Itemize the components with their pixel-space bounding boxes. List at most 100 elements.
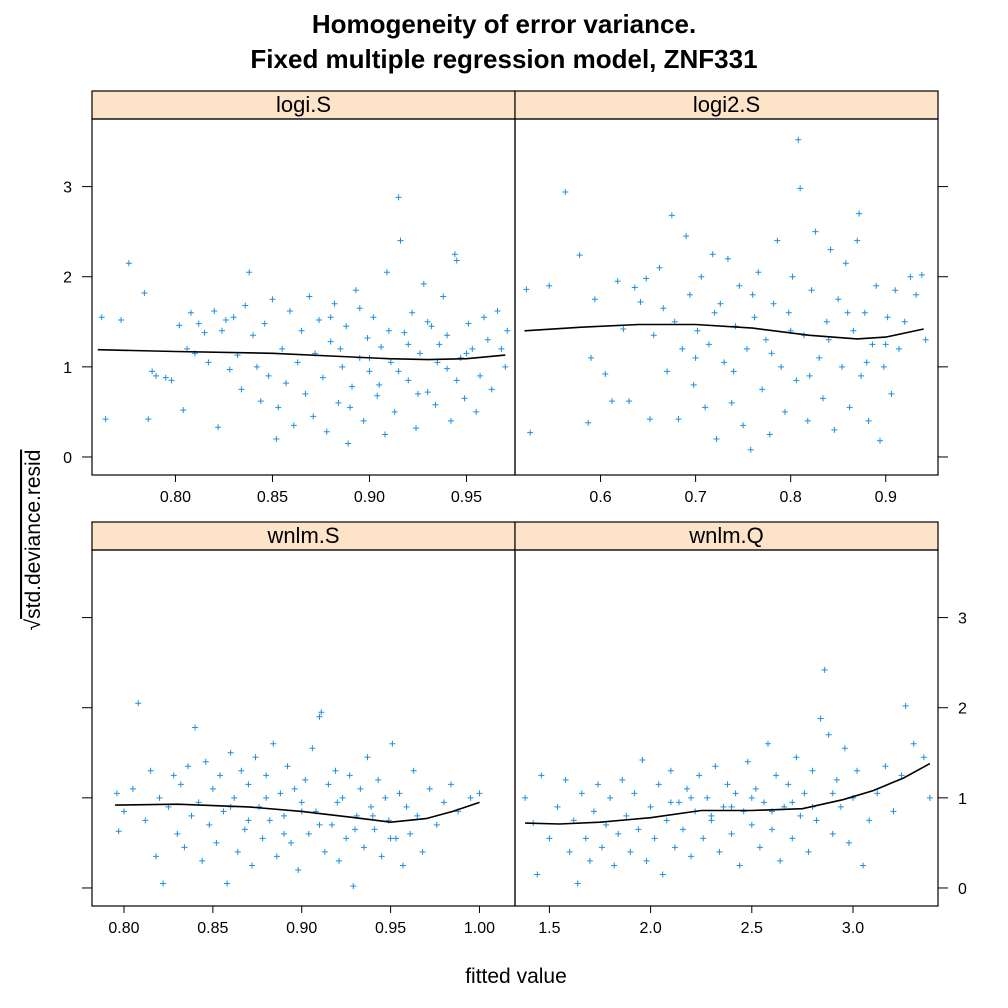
data-point	[321, 848, 328, 855]
data-point	[546, 835, 553, 842]
data-point	[238, 767, 245, 774]
data-point	[679, 826, 686, 833]
data-point	[614, 278, 621, 285]
data-point	[476, 790, 483, 797]
data-point	[302, 390, 309, 397]
x-tick-label: 1.5	[538, 920, 560, 937]
data-point	[391, 408, 398, 415]
data-point	[465, 320, 472, 327]
data-point	[345, 440, 352, 447]
data-point	[432, 401, 439, 408]
data-point	[270, 740, 277, 747]
data-point	[850, 327, 857, 334]
data-point	[192, 724, 199, 731]
data-point	[890, 808, 897, 815]
data-point	[387, 359, 394, 366]
data-point	[806, 372, 813, 379]
data-point	[631, 284, 638, 291]
data-point	[279, 345, 286, 352]
data-point	[409, 309, 416, 316]
data-point	[263, 794, 270, 801]
data-point	[484, 336, 491, 343]
data-point	[347, 404, 354, 411]
data-point	[588, 354, 595, 361]
data-point	[283, 380, 290, 387]
data-point	[635, 826, 642, 833]
data-point	[683, 233, 690, 240]
data-point	[702, 404, 709, 411]
data-point	[700, 835, 707, 842]
data-point	[591, 296, 598, 303]
data-point	[747, 446, 754, 453]
data-point	[684, 785, 691, 792]
data-point	[176, 322, 183, 329]
data-point	[177, 781, 184, 788]
data-point	[336, 857, 343, 864]
data-point	[647, 803, 654, 810]
data-point	[257, 398, 264, 405]
data-point	[721, 359, 728, 366]
data-point	[343, 835, 350, 842]
data-point	[252, 754, 259, 761]
data-point	[168, 377, 175, 384]
data-point	[898, 772, 905, 779]
data-point	[768, 350, 775, 357]
data-point	[414, 390, 421, 397]
data-point	[323, 428, 330, 435]
data-point	[827, 246, 834, 253]
data-point	[797, 185, 804, 192]
data-point	[202, 758, 209, 765]
strip-label: logi.S	[276, 92, 331, 117]
data-point	[334, 799, 341, 806]
data-point	[882, 763, 889, 770]
data-point	[667, 767, 674, 774]
data-point	[809, 767, 816, 774]
data-point	[316, 821, 323, 828]
data-point	[325, 781, 332, 788]
data-point	[291, 785, 298, 792]
data-point	[856, 210, 863, 217]
data-point	[209, 785, 216, 792]
data-point	[451, 251, 458, 258]
data-point	[873, 282, 880, 289]
data-point	[736, 862, 743, 869]
x-tick-label: 0.9	[875, 489, 897, 506]
x-tick-label: 0.80	[108, 920, 139, 937]
data-point	[290, 422, 297, 429]
data-point	[115, 828, 122, 835]
x-tick-label: 3.0	[842, 920, 864, 937]
data-point	[582, 835, 589, 842]
data-point	[416, 350, 423, 357]
data-point	[607, 794, 614, 801]
data-point	[364, 335, 371, 342]
data-point	[808, 287, 815, 294]
data-point	[651, 835, 658, 842]
data-point	[554, 803, 561, 810]
data-point	[646, 416, 653, 423]
data-point	[744, 758, 751, 765]
y-axis-sqrt-symbol: √	[22, 618, 45, 630]
data-point	[696, 772, 703, 779]
data-point	[764, 740, 771, 747]
data-point	[760, 799, 767, 806]
data-point	[639, 756, 646, 763]
x-axis-title: fitted value	[465, 965, 567, 988]
data-point	[611, 862, 618, 869]
data-point	[869, 341, 876, 348]
data-point	[364, 754, 371, 761]
data-point	[273, 435, 280, 442]
data-point	[310, 413, 317, 420]
data-point	[227, 749, 234, 756]
data-point	[570, 817, 577, 824]
data-point	[436, 341, 443, 348]
data-point	[743, 345, 750, 352]
data-point	[789, 835, 796, 842]
data-point	[170, 772, 177, 779]
panel-wnlm-S: wnlm.S 0.80 0.85 0.90 0.95 1.00	[82, 521, 516, 937]
data-point	[405, 341, 412, 348]
data-point	[659, 871, 666, 878]
data-point	[522, 794, 529, 801]
data-point	[248, 862, 255, 869]
data-point	[352, 287, 359, 294]
